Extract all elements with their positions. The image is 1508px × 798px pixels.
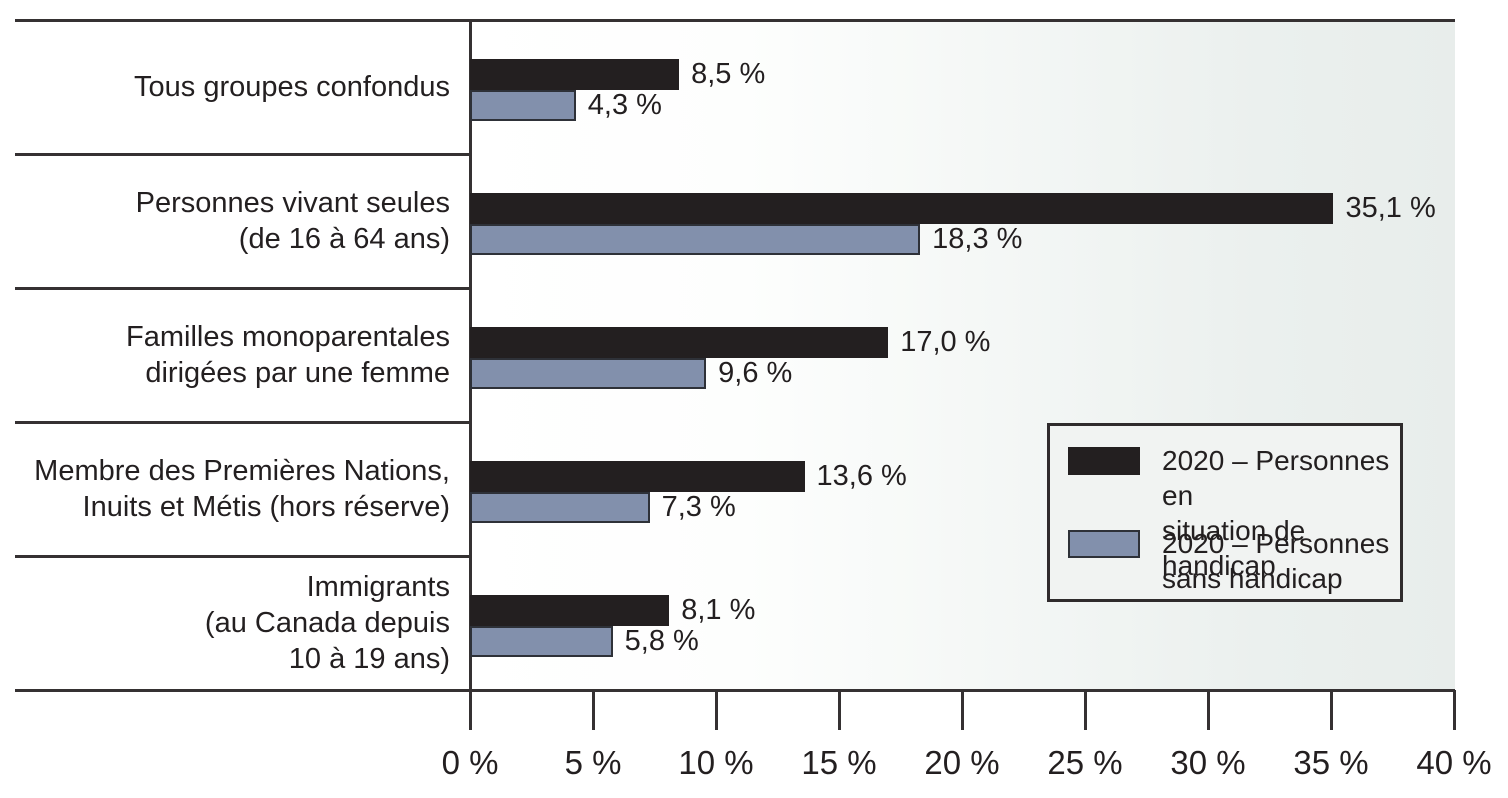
bar-value-label: 13,6 % [816, 460, 907, 492]
x-axis-tick-label: 30 % [1170, 744, 1246, 781]
bar-disability [470, 59, 680, 90]
bar-value-label: 9,6 % [718, 357, 793, 389]
category-label: Immigrants (au Canada depuis 10 à 19 ans) [10, 556, 450, 690]
row-divider [15, 554, 470, 558]
legend: 2020 – Personnes en situation de handica… [1047, 423, 1403, 602]
legend-label-no-disability: 2020 – Personnes sans handicap [1162, 526, 1389, 596]
category-label: Familles monoparentales dirigées par une … [10, 288, 450, 422]
x-axis-tick [1452, 690, 1456, 730]
x-axis-tick-label: 10 % [678, 744, 754, 781]
bar-no-disability [470, 492, 650, 523]
x-axis-tick-label: 5 % [564, 744, 622, 781]
legend-entry-disability: 2020 – Personnes en situation de handica… [1068, 443, 1400, 583]
bar-disability [470, 327, 889, 358]
x-axis-tick [591, 690, 595, 730]
bar-no-disability [470, 224, 921, 255]
category-label: Membre des Premières Nations, Inuits et M… [10, 422, 450, 556]
legend-swatch-disability [1068, 447, 1140, 475]
bar-value-label: 5,8 % [624, 625, 699, 657]
category-label-line: (au Canada depuis [204, 607, 450, 639]
x-axis-tick-label: 25 % [1047, 744, 1123, 781]
row-divider [15, 152, 470, 156]
legend-label-line: sans handicap [1162, 563, 1343, 594]
category-label-line: Membre des Premières Nations, [34, 455, 450, 487]
category-label-line: Inuits et Métis (hors réserve) [82, 491, 450, 523]
bar-value-label: 17,0 % [900, 326, 991, 358]
x-axis-tick [468, 690, 472, 730]
bar-value-label: 4,3 % [587, 89, 662, 121]
legend-label-line: 2020 – Personnes [1162, 528, 1390, 559]
x-axis-tick-label: 15 % [801, 744, 877, 781]
category-label-line: 10 à 19 ans) [288, 643, 450, 675]
category-label-line: dirigées par une femme [145, 357, 450, 389]
category-label-line: Familles monoparentales [126, 321, 450, 353]
bar-value-label: 35,1 % [1345, 192, 1436, 224]
legend-label-line: 2020 – Personnes en [1162, 445, 1390, 511]
x-axis-tick [837, 690, 841, 730]
row-divider [15, 420, 470, 424]
plot-top-border [15, 19, 1455, 22]
x-axis-tick [714, 690, 718, 730]
x-axis-tick-label: 35 % [1293, 744, 1369, 781]
bar-value-label: 8,1 % [681, 594, 756, 626]
x-axis-tick [1329, 690, 1333, 730]
x-axis-tick-label: 40 % [1416, 744, 1492, 781]
legend-swatch-no-disability [1068, 530, 1140, 558]
bar-disability [470, 595, 670, 626]
legend-label-disability: 2020 – Personnes en situation de handica… [1162, 443, 1400, 583]
bar-disability [470, 193, 1334, 224]
bar-value-label: 8,5 % [691, 58, 766, 90]
x-axis-tick-label: 20 % [924, 744, 1000, 781]
bar-value-label: 18,3 % [932, 223, 1023, 255]
category-label-line: Immigrants [306, 571, 450, 603]
x-axis-tick [960, 690, 964, 730]
row-divider [15, 286, 470, 290]
x-axis-tick-label: 0 % [441, 744, 499, 781]
legend-label-line: situation de handicap [1162, 515, 1306, 581]
category-label-line: Personnes vivant seules [135, 187, 450, 219]
bar-no-disability [470, 90, 576, 121]
x-axis-line [15, 689, 1455, 692]
x-axis-tick [1206, 690, 1210, 730]
x-axis-tick [1083, 690, 1087, 730]
bar-no-disability [470, 626, 613, 657]
bar-no-disability [470, 358, 707, 389]
category-label: Tous groupes confondus [10, 20, 450, 154]
bar-disability [470, 461, 805, 492]
category-label-line: Tous groupes confondus [134, 71, 450, 103]
category-label-line: (de 16 à 64 ans) [238, 223, 450, 255]
legend-entry-no-disability: 2020 – Personnes sans handicap [1068, 526, 1389, 596]
bar-value-label: 7,3 % [661, 491, 736, 523]
category-label: Personnes vivant seules (de 16 à 64 ans) [10, 154, 450, 288]
